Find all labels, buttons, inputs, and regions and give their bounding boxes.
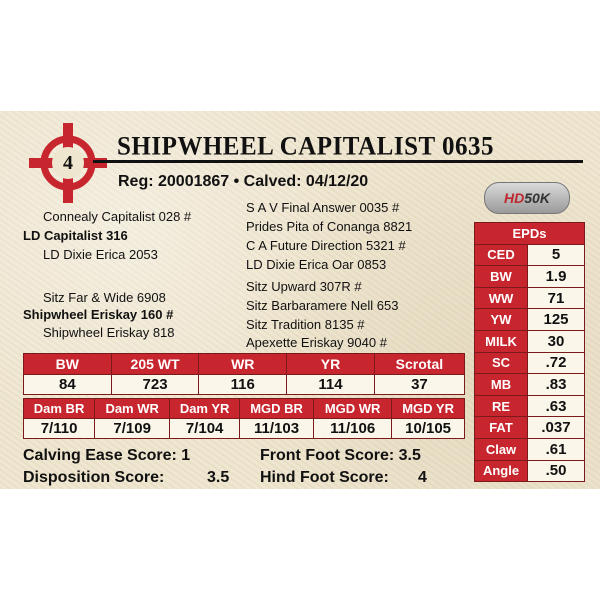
perf-value: 84 <box>23 374 112 395</box>
pedigree-right-5: Sitz Upward 307R # <box>246 279 362 294</box>
hind-foot-score-value: 4 <box>418 469 427 486</box>
dam-dam: Shipwheel Eriskay 818 <box>43 325 175 340</box>
epd-label: YW <box>474 308 528 331</box>
epd-label: RE <box>474 394 528 418</box>
pedigree-right-6: Sitz Barbaramere Nell 653 <box>246 298 399 313</box>
badge-50k: 50K <box>524 190 550 206</box>
crosshair-icon <box>29 123 107 203</box>
perf-header: YR <box>286 353 375 375</box>
hd50k-badge: HD 50K <box>484 182 570 214</box>
dam-perf-header: Dam YR <box>169 398 241 419</box>
epd-value: .50 <box>527 459 585 483</box>
epd-title: EPDs <box>474 222 585 245</box>
dam-perf-header: MGD YR <box>391 398 465 419</box>
epd-label: MILK <box>474 329 528 353</box>
epd-value: .61 <box>527 437 585 461</box>
pedigree-right-7: Sitz Tradition 8135 # <box>246 317 365 332</box>
perf-value: 37 <box>373 374 466 395</box>
epd-value: .83 <box>527 373 585 396</box>
epd-value: 5 <box>527 243 585 267</box>
epd-label: CED <box>474 243 528 267</box>
epd-label: BW <box>474 265 528 288</box>
perf-value: 116 <box>198 374 288 395</box>
perf-header: Scrotal <box>373 353 466 375</box>
epd-label: WW <box>474 286 528 310</box>
sire: LD Capitalist 316 <box>23 228 128 243</box>
dam: Shipwheel Eriskay 160 # <box>23 307 174 322</box>
epd-label: Claw <box>474 437 528 461</box>
lot-number: 4 <box>63 152 73 174</box>
calving-ease-score: Calving Ease Score: 1 <box>23 447 191 464</box>
animal-name: SHIPWHEEL CAPITALIST 0635 <box>117 132 494 161</box>
dam-perf-value: 7/110 <box>22 418 96 439</box>
perf-value: 723 <box>110 374 200 395</box>
pedigree-right-1: S A V Final Answer 0035 # <box>246 200 400 215</box>
sire-sire: Connealy Capitalist 028 # <box>43 209 192 224</box>
disposition-score-label: Disposition Score: <box>23 469 165 486</box>
epd-value: 71 <box>527 286 585 310</box>
dam-perf-header: Dam BR <box>22 398 96 419</box>
title-divider <box>93 160 583 163</box>
dam-perf-value: 11/103 <box>239 418 315 439</box>
performance-table: BW 205 WT WR YR Scrotal 84 723 116 114 3… <box>23 353 466 395</box>
pedigree-right-4: LD Dixie Erica Oar 0853 <box>246 257 387 272</box>
dam-perf-value: 11/106 <box>313 418 393 439</box>
dam-perf-value: 7/109 <box>94 418 171 439</box>
pedigree-right-8: Apexette Eriskay 9040 # <box>246 335 387 350</box>
epd-value: 125 <box>527 308 585 331</box>
epd-label: MB <box>474 373 528 396</box>
registration-line: Reg: 20001867 • Calved: 04/12/20 <box>118 173 369 190</box>
epd-value: .037 <box>527 416 585 439</box>
perf-header: WR <box>198 353 288 375</box>
dam-perf-value: 7/104 <box>169 418 241 439</box>
epd-label: Angle <box>474 459 528 483</box>
perf-value: 114 <box>286 374 375 395</box>
dam-perf-header: MGD BR <box>239 398 315 419</box>
epd-value: 1.9 <box>527 265 585 288</box>
sire-dam: LD Dixie Erica 2053 <box>43 247 158 262</box>
badge-hd: HD <box>504 190 525 206</box>
dam-perf-header: MGD WR <box>313 398 393 419</box>
epd-value: 30 <box>527 329 585 353</box>
dam-performance-table: Dam BR Dam WR Dam YR MGD BR MGD WR MGD Y… <box>22 398 465 439</box>
perf-header: BW <box>23 353 112 375</box>
dam-perf-value: 10/105 <box>391 418 465 439</box>
epd-value: .63 <box>527 394 585 418</box>
epd-label: SC <box>474 351 528 375</box>
epd-label: FAT <box>474 416 528 439</box>
dam-perf-header: Dam WR <box>94 398 171 419</box>
pedigree-right-3: C A Future Direction 5321 # <box>246 238 406 253</box>
disposition-score-value: 3.5 <box>207 469 230 486</box>
epd-value: .72 <box>527 351 585 375</box>
pedigree-right-2: Prides Pita of Conanga 8821 <box>246 219 413 234</box>
dam-sire: Sitz Far & Wide 6908 <box>43 290 166 305</box>
hind-foot-score-label: Hind Foot Score: <box>260 469 389 486</box>
front-foot-score: Front Foot Score: 3.5 <box>260 447 421 464</box>
epd-table: EPDs CED 5 BW 1.9 WW 71 YW 125 MILK 30 SC .72 … <box>474 222 585 483</box>
perf-header: 205 WT <box>110 353 200 375</box>
